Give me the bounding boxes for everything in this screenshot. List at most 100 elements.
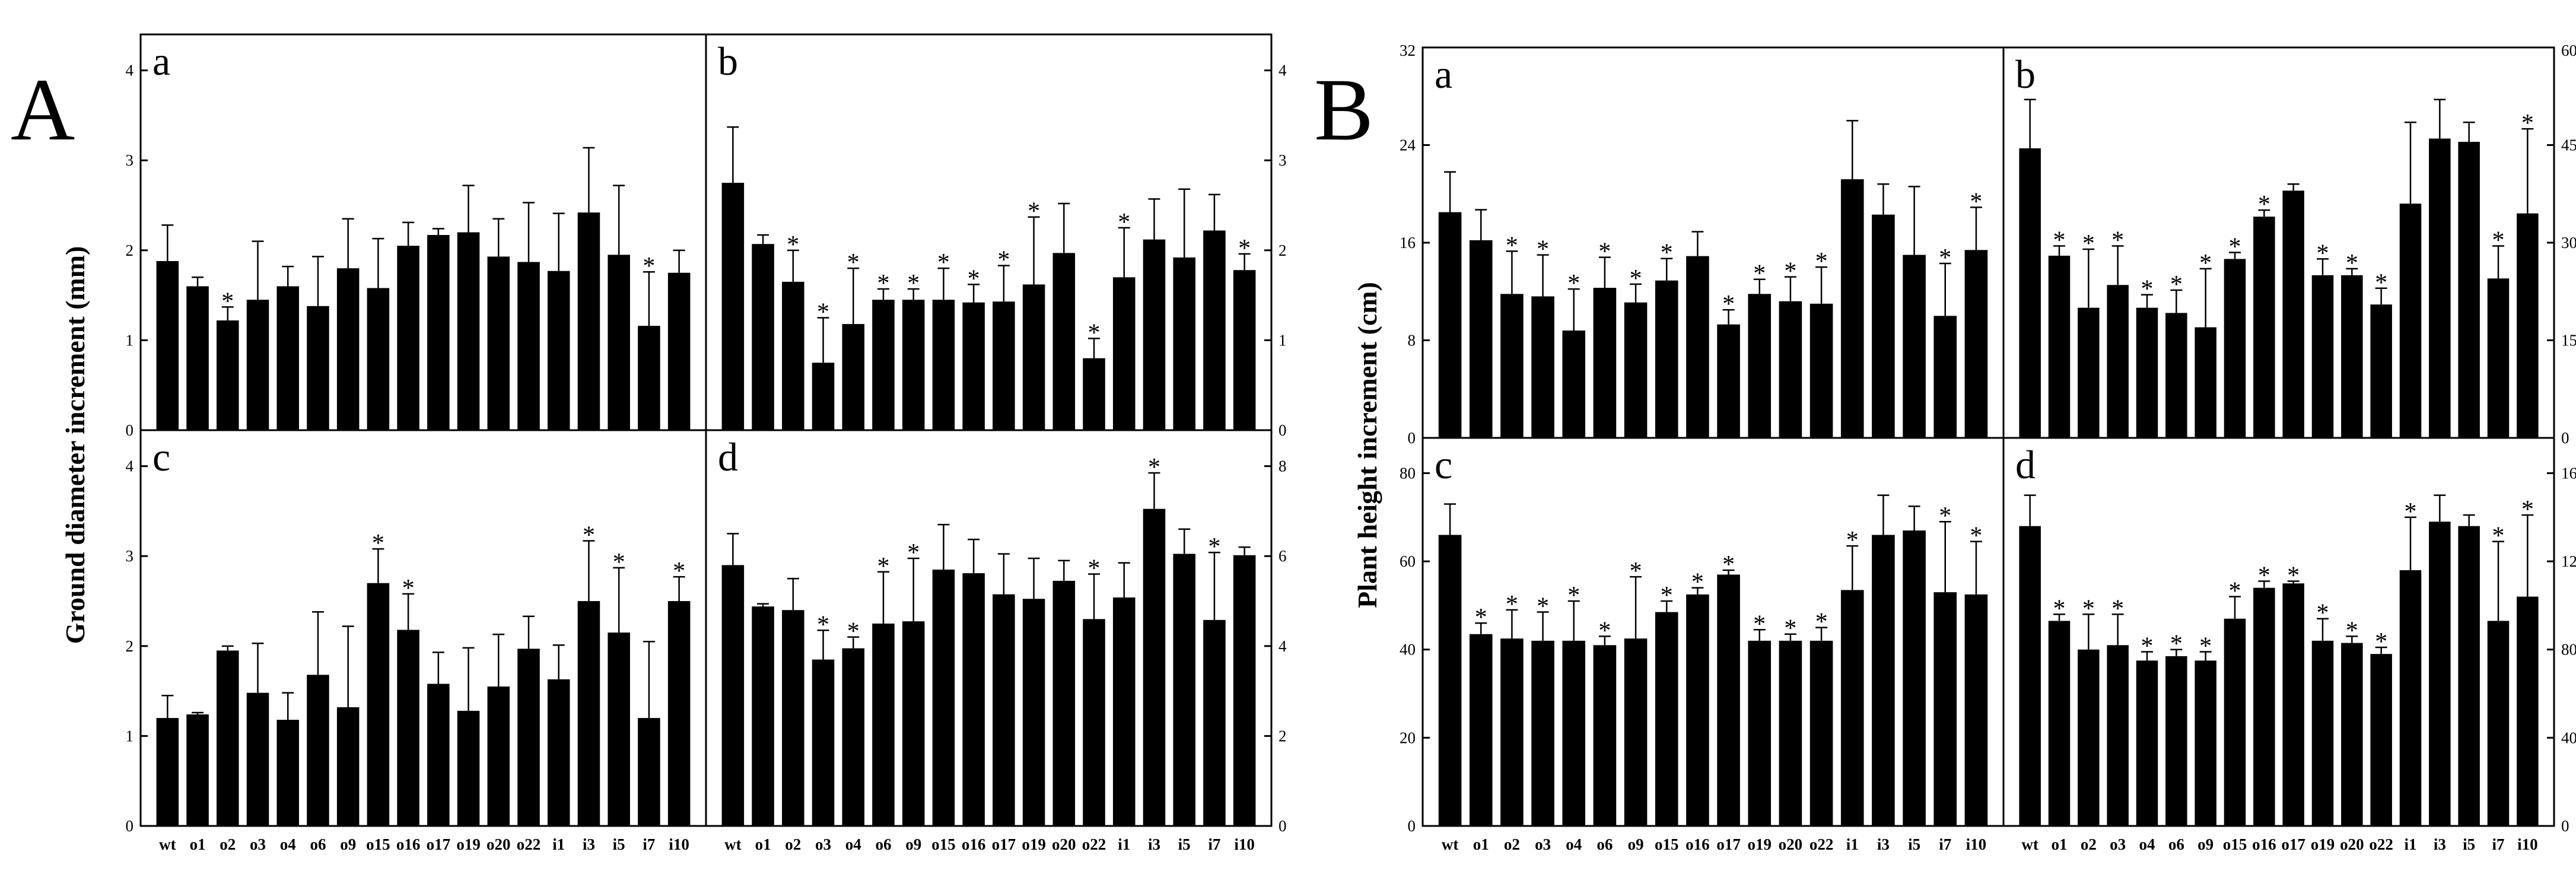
panel-label: c [152,434,170,479]
bar-i10 [667,601,691,826]
x-tick-label: o6 [310,835,326,853]
significance-star: * [847,618,860,646]
y-tick-label: 40 [1400,641,1416,659]
bar-i3 [1143,239,1166,430]
significance-star: * [1722,291,1735,318]
bar-o20 [1052,580,1076,826]
panel-label: b [718,39,738,84]
bar-i1 [547,271,570,430]
x-tick-label: i7 [2492,835,2504,853]
significance-star: * [1630,265,1642,293]
x-tick-label: o9 [340,835,356,853]
significance-star: * [2111,595,2124,622]
significance-star: * [907,539,920,567]
x-tick-label: o22 [1809,835,1834,853]
panel-label: a [152,39,170,84]
bar-o22 [1083,358,1105,430]
significance-star: * [2082,230,2095,258]
bar-i3 [1872,214,1895,438]
bar-i1 [1840,590,1864,826]
bar-o3 [1531,640,1554,826]
significance-star: * [2521,496,2534,523]
bar-o3 [2107,285,2129,438]
bar-i10 [1964,594,1988,826]
significance-star: * [221,288,234,315]
bar-o2 [782,281,804,430]
bar-i5 [1903,530,1926,826]
significance-star: * [1939,503,1951,530]
bar-i10 [1233,555,1256,826]
x-tick-label: o1 [1473,835,1489,853]
x-tick-label: i1 [1846,835,1859,853]
x-tick-label: o9 [2197,835,2214,853]
y-tick-label: 3 [1279,151,1287,169]
significance-star: * [1815,609,1828,636]
x-tick-label: o20 [2340,835,2364,853]
bar-o17 [427,684,450,826]
significance-star: * [907,270,920,297]
bar-o16 [2253,587,2275,826]
x-tick-label: i7 [1208,835,1220,853]
bar-i1 [1112,597,1136,826]
significance-star: * [968,265,980,293]
significance-star: * [2141,276,2154,303]
significance-star: * [2521,110,2534,137]
x-tick-label: o3 [815,835,831,853]
significance-star: * [997,247,1010,274]
x-tick-label: o19 [1748,835,1772,853]
bar-o16 [1686,256,1709,438]
x-tick-label: o15 [931,835,956,853]
bar-i7 [2487,278,2510,438]
bar-o9 [902,621,925,826]
significance-star: * [1753,260,1766,288]
bar-o9 [336,268,360,430]
x-tick-label: i3 [2434,835,2446,853]
panel-frame [705,429,1273,827]
x-tick-label: o4 [2139,835,2155,853]
y-tick-label: 45 [2561,136,2576,154]
bar-i10 [667,272,691,430]
x-tick-label: i3 [1877,835,1890,853]
bar-o15 [367,288,390,430]
significance-star: * [2111,227,2124,254]
y-tick-label: 2 [1279,241,1287,259]
x-tick-label: i10 [1234,835,1255,853]
bar-wt [721,565,745,826]
significance-star: * [1028,198,1040,225]
y-tick-label: 32 [1400,42,1416,59]
panel-label: d [718,434,738,479]
bar-i1 [2399,570,2422,826]
bar-o1 [186,714,209,826]
significance-star: * [1753,611,1766,638]
significance-star: * [1970,523,1982,550]
bar-o3 [812,363,835,430]
bar-o19 [1748,294,1772,438]
bar-i5 [1173,257,1195,430]
bar-o2 [217,650,239,826]
y-tick-label: 2 [126,637,134,655]
panel-frame [2002,437,2555,827]
y-tick-label: 2 [1279,727,1287,745]
x-tick-label: o17 [427,835,451,853]
x-tick-label: i3 [1148,835,1160,853]
significance-star: * [2317,600,2329,627]
x-tick-label: o17 [992,835,1016,853]
significance-star: * [2346,250,2358,277]
bar-o19 [1748,640,1772,826]
x-tick-label: o4 [845,835,861,853]
significance-star: * [2492,227,2505,254]
chart-panel-a-c: c 0 1 2 3 4 wt o1 o2 o3 o4 o6 o9 * o15 * o16 o17 o19 o20 o22… [126,429,707,853]
significance-star: * [1537,236,1549,263]
x-tick-label: o22 [517,835,541,853]
bar-o17 [1717,574,1740,826]
bar-i10 [2517,213,2539,438]
bar-o9 [1624,638,1648,826]
bar-i5 [608,633,630,826]
bar-i1 [547,679,570,826]
bar-o9 [336,707,360,826]
significance-star: * [2199,250,2212,277]
x-tick-label: i7 [643,835,655,853]
significance-star: * [402,575,415,602]
x-tick-label: wt [2021,835,2038,853]
x-tick-label: o4 [280,835,296,853]
